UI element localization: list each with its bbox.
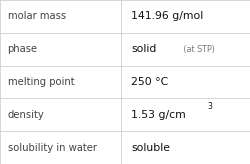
- Text: 3: 3: [208, 102, 212, 111]
- Text: 250 °C: 250 °C: [131, 77, 168, 87]
- Text: 141.96 g/mol: 141.96 g/mol: [131, 11, 204, 21]
- Text: density: density: [8, 110, 44, 120]
- Text: phase: phase: [8, 44, 38, 54]
- Text: melting point: melting point: [8, 77, 74, 87]
- Text: solubility in water: solubility in water: [8, 143, 96, 153]
- Text: 1.53 g/cm: 1.53 g/cm: [131, 110, 186, 120]
- Text: molar mass: molar mass: [8, 11, 66, 21]
- Text: (at STP): (at STP): [181, 45, 215, 54]
- Text: soluble: soluble: [131, 143, 170, 153]
- Text: solid: solid: [131, 44, 156, 54]
